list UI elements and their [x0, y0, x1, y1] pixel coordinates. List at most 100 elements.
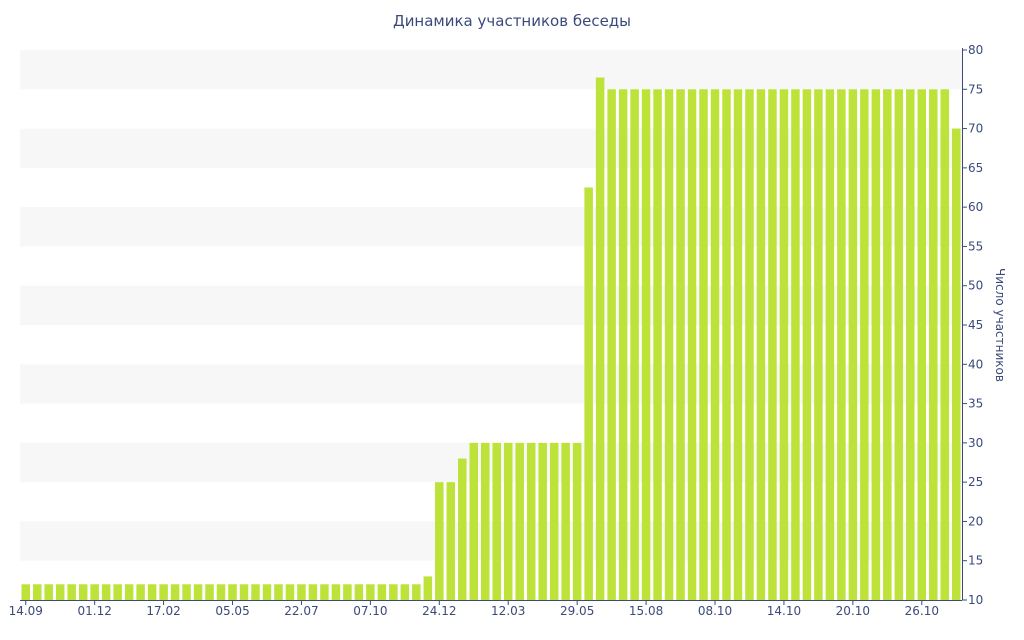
y-axis: 10 15 20 25 30 35 40 45 50 55 60 65 70 75 80	[962, 43, 983, 607]
bar	[641, 89, 651, 600]
y-tick-label: 70	[968, 122, 983, 136]
x-tick-label: 05.05	[215, 604, 249, 618]
x-tick-label: 08.10	[698, 604, 732, 618]
bar	[561, 442, 570, 600]
bar	[124, 584, 134, 600]
bar	[320, 584, 329, 600]
bar	[159, 584, 168, 600]
x-tick-label: 15.08	[629, 604, 663, 618]
x-tick-label: 20.10	[836, 604, 870, 618]
x-tick-label: 12.03	[491, 604, 525, 618]
bar	[366, 584, 375, 600]
bar	[331, 584, 341, 600]
x-tick-label: 01.12	[77, 604, 111, 618]
bar	[756, 89, 766, 600]
bar	[446, 482, 456, 600]
y-tick-label: 50	[968, 279, 983, 293]
bar	[274, 584, 283, 600]
bar	[285, 584, 295, 600]
bar	[78, 584, 88, 600]
y-tick-label: 80	[968, 43, 983, 57]
bar	[239, 584, 249, 600]
bar	[412, 584, 421, 600]
bar	[297, 584, 306, 600]
bar	[147, 584, 157, 600]
y-tick-label: 35	[968, 397, 983, 411]
bar	[883, 89, 892, 600]
bar	[848, 89, 858, 600]
bar	[44, 584, 53, 600]
bar	[940, 89, 950, 600]
bar	[251, 584, 260, 600]
bar	[205, 584, 214, 600]
y-tick-label: 60	[968, 200, 983, 214]
bar	[814, 89, 823, 600]
bar	[228, 584, 237, 600]
x-tick-label: 22.07	[284, 604, 318, 618]
y-tick-label: 15	[968, 554, 983, 568]
bar	[676, 89, 685, 600]
bar	[538, 442, 547, 600]
bar	[952, 128, 961, 600]
bar	[526, 442, 536, 600]
bar	[400, 584, 410, 600]
bar	[262, 584, 272, 600]
y-tick-label: 25	[968, 475, 983, 489]
y-axis-title: Число участников	[993, 268, 1007, 382]
bar	[492, 442, 501, 600]
bar	[67, 584, 76, 600]
chart-title: Динамика участников беседы	[392, 12, 632, 30]
bar	[929, 89, 938, 600]
bar	[699, 89, 708, 600]
y-tick-label: 55	[968, 239, 983, 253]
y-tick-label: 40	[968, 357, 983, 371]
x-tick-label: 14.09	[9, 604, 43, 618]
bar	[607, 89, 616, 600]
bar	[182, 584, 191, 600]
bar	[170, 584, 180, 600]
bar	[595, 77, 605, 600]
bar	[894, 89, 904, 600]
bar	[101, 584, 111, 600]
bar	[377, 584, 387, 600]
bar	[423, 576, 433, 600]
bar	[618, 89, 628, 600]
y-tick-label: 45	[968, 318, 983, 332]
bar	[343, 584, 352, 600]
bar	[503, 442, 513, 600]
bar	[906, 89, 915, 600]
bar	[90, 584, 99, 600]
y-tick-label: 30	[968, 436, 983, 450]
bar	[193, 584, 203, 600]
bar	[791, 89, 800, 600]
y-tick-label: 10	[968, 593, 983, 607]
bar	[768, 89, 777, 600]
bar-series	[21, 77, 961, 600]
bar	[722, 89, 731, 600]
bar	[653, 89, 662, 600]
bar	[308, 584, 318, 600]
bar	[572, 442, 582, 600]
x-tick-label: 26.10	[905, 604, 939, 618]
x-tick-label: 24.12	[422, 604, 456, 618]
bar	[21, 584, 30, 600]
x-tick-label: 29.05	[560, 604, 594, 618]
bar	[917, 89, 927, 600]
bar	[630, 89, 639, 600]
bar	[515, 442, 524, 600]
bar	[779, 89, 789, 600]
x-tick-label: 07.10	[353, 604, 387, 618]
bar	[860, 89, 869, 600]
y-tick-label: 65	[968, 161, 983, 175]
bar	[216, 584, 226, 600]
bar	[55, 584, 65, 600]
grid-band	[20, 50, 962, 90]
bar	[458, 458, 467, 600]
bar	[549, 442, 559, 600]
bar	[871, 89, 881, 600]
bar	[389, 584, 398, 600]
bar	[354, 584, 364, 600]
y-tick-label: 75	[968, 82, 983, 96]
x-tick-label: 14.10	[767, 604, 801, 618]
